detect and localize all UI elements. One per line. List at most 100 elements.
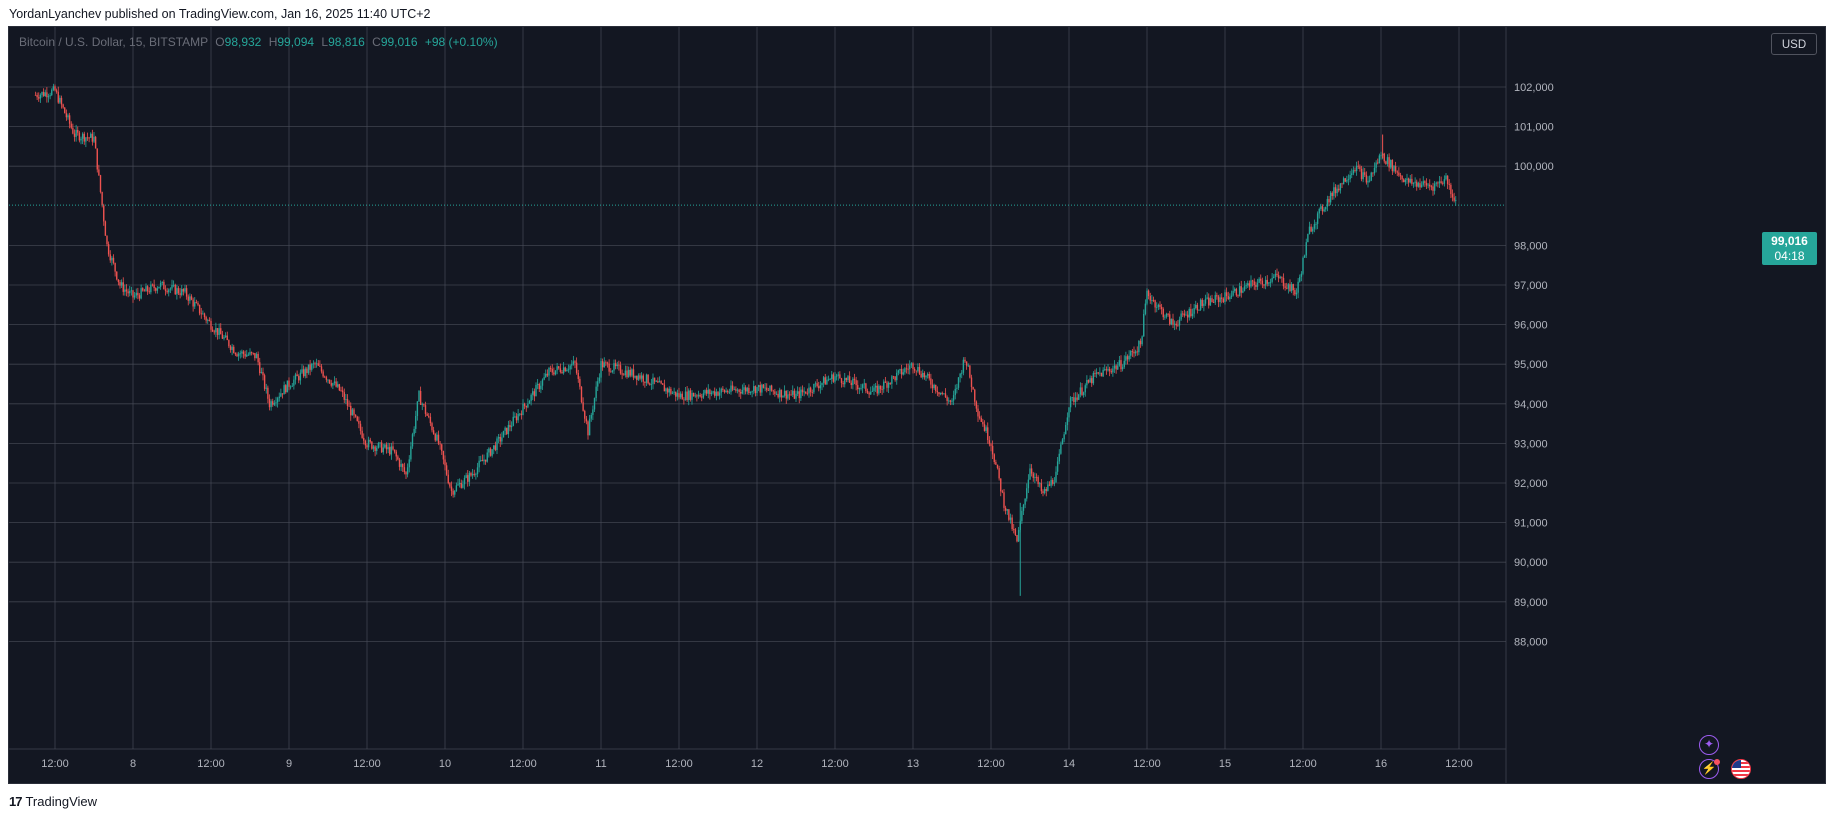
candle-body — [743, 387, 745, 390]
candle — [1000, 478, 1002, 497]
candle — [639, 373, 641, 381]
tradingview-logo-icon[interactable]: 17 — [9, 794, 23, 809]
candle — [445, 462, 448, 476]
candle-body — [868, 392, 870, 395]
currency-button[interactable]: USD — [1771, 33, 1817, 55]
candle-body — [211, 329, 214, 332]
candle-body — [1136, 351, 1138, 353]
candle — [619, 361, 622, 375]
candle — [611, 369, 614, 374]
candle — [839, 371, 841, 379]
candle-body — [1294, 290, 1296, 295]
lightning-badge-icon[interactable]: ⚡ — [1699, 759, 1719, 779]
symbol-legend[interactable]: Bitcoin / U.S. Dollar, 15, BITSTAMP O98,… — [19, 35, 498, 49]
time-tick-label: 11 — [595, 758, 606, 770]
candle — [1139, 338, 1142, 348]
candle — [1217, 294, 1220, 308]
candle — [688, 388, 690, 406]
candle-body — [582, 402, 584, 411]
footer: 17 TradingView — [9, 794, 97, 809]
candle — [333, 376, 336, 386]
candle-body — [798, 391, 800, 399]
candle — [1050, 476, 1052, 488]
candle — [1235, 287, 1238, 297]
candle — [1388, 153, 1390, 172]
us-flag-icon[interactable] — [1731, 759, 1751, 779]
candle-body — [1396, 171, 1398, 173]
candle-body — [1235, 288, 1238, 296]
candles[interactable] — [34, 83, 1457, 596]
candle — [601, 358, 604, 371]
candle-body — [754, 386, 757, 394]
candle-body — [805, 391, 807, 394]
price-chart[interactable]: 102,000101,000100,00098,00097,00096,0009… — [9, 27, 1825, 783]
candle-body — [172, 284, 175, 286]
candle — [1159, 301, 1161, 310]
price-axis[interactable]: 102,000101,000100,00098,00097,00096,0009… — [1514, 82, 1554, 648]
candle-body — [803, 391, 805, 393]
candle-body — [419, 390, 422, 405]
candle-body — [780, 389, 783, 398]
candle — [345, 393, 347, 404]
candle-body — [821, 382, 823, 386]
candle — [1027, 474, 1030, 493]
candle-body — [887, 382, 890, 388]
candle — [1251, 279, 1254, 287]
candle — [819, 381, 822, 394]
candle — [800, 386, 802, 402]
candle — [499, 433, 501, 447]
candle — [195, 299, 198, 304]
candle — [150, 281, 152, 295]
candle-body — [554, 370, 557, 375]
candle — [402, 463, 404, 472]
candle — [223, 335, 225, 341]
candle — [439, 441, 441, 450]
candle — [1047, 481, 1049, 492]
candle — [970, 374, 973, 393]
candle-body — [753, 386, 755, 392]
symbol-name[interactable]: Bitcoin / U.S. Dollar, 15, BITSTAMP — [19, 35, 208, 49]
candle — [684, 387, 687, 401]
candle-body — [1380, 155, 1382, 157]
candle-body — [195, 302, 198, 304]
candle-body — [1238, 286, 1241, 296]
candle-body — [850, 382, 852, 386]
candle-body — [663, 384, 666, 392]
candle — [782, 395, 784, 398]
candle — [1290, 282, 1293, 294]
candle-body — [1313, 224, 1316, 229]
candle — [536, 379, 539, 390]
time-axis[interactable]: 12:00 8 12:00 9 12:00 10 12:00 11 12:00 12 12:00 13… — [41, 758, 1473, 770]
candle-body — [1329, 192, 1332, 203]
footer-brand[interactable]: TradingView — [25, 794, 98, 809]
candle-body — [328, 379, 331, 384]
chart-panel[interactable]: 102,000 101,000 100,000 98,000 97,000 96,000 9… — [8, 26, 1826, 784]
candle — [77, 126, 79, 136]
candle — [881, 385, 883, 395]
candle — [837, 371, 839, 381]
candle — [683, 397, 685, 405]
candle-body — [1056, 461, 1059, 472]
candle — [1042, 489, 1044, 497]
candle — [1224, 289, 1226, 305]
candle-body — [1372, 172, 1374, 174]
candle-body — [1117, 365, 1119, 370]
candle — [655, 379, 657, 382]
candle-body — [1043, 489, 1046, 494]
candle-body — [1107, 369, 1109, 371]
candle-body — [606, 362, 609, 364]
candle-body — [892, 376, 895, 378]
candle-body — [1221, 297, 1223, 299]
candle — [1167, 313, 1169, 317]
star-badge-icon[interactable]: ✦ — [1699, 735, 1719, 755]
candle — [1354, 167, 1356, 173]
candle-body — [473, 473, 475, 475]
candle-body — [229, 346, 232, 350]
candle — [1021, 506, 1023, 524]
candle — [88, 136, 90, 143]
candle-body — [839, 374, 841, 379]
candle-body — [250, 352, 253, 353]
candle — [288, 377, 290, 391]
candle-body — [346, 398, 349, 406]
candle — [429, 413, 432, 427]
